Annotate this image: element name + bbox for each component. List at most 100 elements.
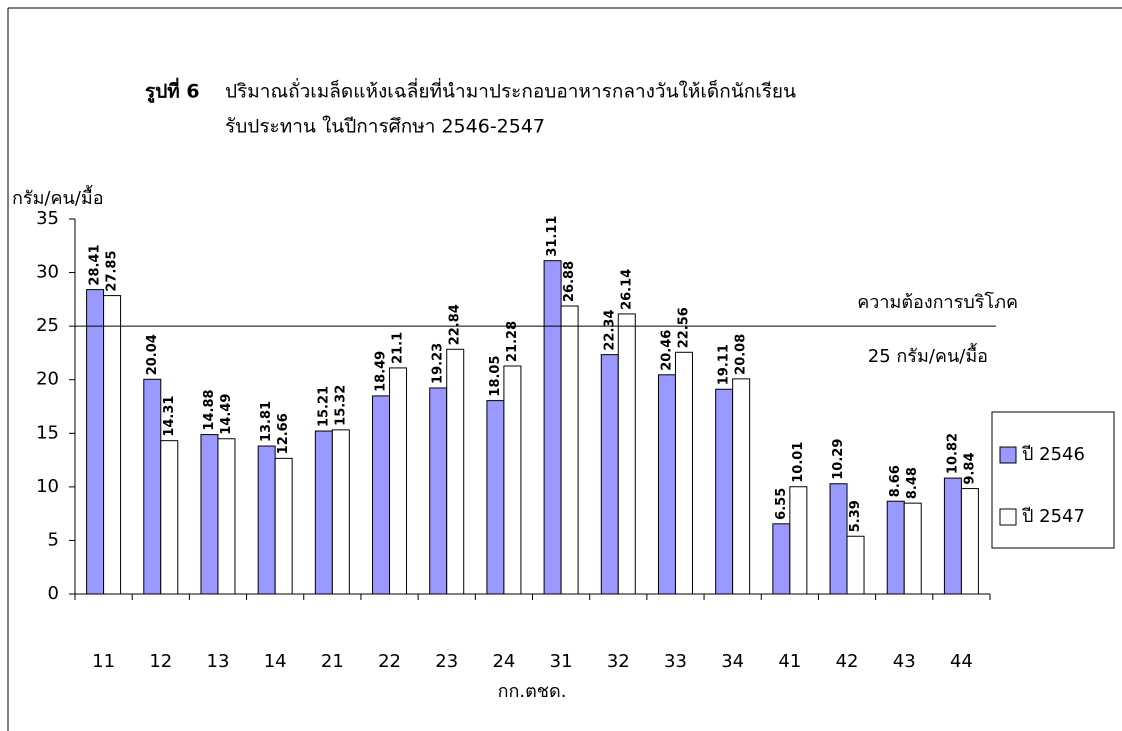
value-label: 14.49 <box>219 394 234 435</box>
legend-label: ปี 2546 <box>1022 444 1085 465</box>
x-tick-label: 44 <box>950 651 973 672</box>
y-tick-label: 15 <box>36 422 59 443</box>
value-label: 19.23 <box>431 343 446 384</box>
legend-swatch <box>999 446 1017 464</box>
bar <box>429 387 448 595</box>
annotation: 25 กรัม/คน/มื้อ <box>868 343 988 367</box>
bar <box>446 348 465 595</box>
bar <box>143 378 162 595</box>
value-label: 12.66 <box>276 413 291 454</box>
x-tick-label: 42 <box>836 651 859 672</box>
x-tick-label: 14 <box>264 651 287 672</box>
y-tick-label: 30 <box>36 262 59 283</box>
value-label: 14.88 <box>202 389 217 430</box>
legend-swatch <box>999 508 1017 526</box>
bar <box>217 438 236 595</box>
value-label: 15.32 <box>333 385 348 426</box>
bar <box>331 429 350 595</box>
bar <box>543 260 562 595</box>
bar <box>715 388 734 595</box>
value-label: 21.1 <box>391 332 406 364</box>
x-tick-label: 33 <box>664 651 687 672</box>
value-label: 28.41 <box>88 244 103 285</box>
bar <box>86 289 105 595</box>
bar <box>617 313 636 595</box>
y-tick-label: 5 <box>48 529 59 550</box>
value-label: 9.84 <box>962 452 977 484</box>
value-label: 8.48 <box>905 467 920 499</box>
x-tick-label: 13 <box>207 651 230 672</box>
bar <box>886 500 905 595</box>
value-label: 26.14 <box>619 269 634 310</box>
x-tick-label: 23 <box>435 651 458 672</box>
value-label: 8.66 <box>888 465 903 497</box>
value-label: 14.31 <box>162 396 177 437</box>
x-tick-label: 12 <box>149 651 172 672</box>
annotation: ความต้องการบริโภค <box>857 291 1018 313</box>
x-axis-label: กก.ตชด. <box>498 681 567 702</box>
chart-title: ปริมาณถั่วเมล็ดแห้งเฉลี่ยที่นำมาประกอบอา… <box>225 78 796 103</box>
value-label: 20.08 <box>734 334 749 375</box>
value-label: 26.88 <box>562 261 577 302</box>
value-label: 6.55 <box>774 488 789 520</box>
x-tick-label: 21 <box>321 651 344 672</box>
y-axis-label: กรัม/คน/มื้อ <box>12 185 104 209</box>
value-label: 10.01 <box>791 442 806 483</box>
bar <box>257 445 276 595</box>
x-tick-label: 22 <box>378 651 401 672</box>
bar <box>600 354 619 595</box>
y-tick-label: 35 <box>36 208 59 229</box>
bar <box>486 400 505 595</box>
bar <box>943 477 962 595</box>
value-label: 15.21 <box>316 386 331 427</box>
bar <box>789 486 808 595</box>
value-label: 22.34 <box>602 310 617 351</box>
value-label: 19.11 <box>717 344 732 385</box>
bar <box>314 430 333 595</box>
bar <box>103 295 122 595</box>
x-tick-label: 24 <box>492 651 515 672</box>
value-label: 20.04 <box>145 334 160 375</box>
value-label: 10.82 <box>945 433 960 474</box>
bar <box>560 305 579 595</box>
value-label: 13.81 <box>259 401 274 442</box>
y-tick-label: 10 <box>36 476 59 497</box>
bar <box>732 378 751 595</box>
bar <box>674 351 693 595</box>
bar <box>200 434 219 595</box>
value-label: 20.46 <box>659 330 674 371</box>
value-label: 18.49 <box>374 351 389 392</box>
legend-label: ปี 2547 <box>1022 506 1085 527</box>
y-tick-label: 0 <box>48 583 59 604</box>
x-tick-label: 31 <box>550 651 573 672</box>
value-label: 22.56 <box>676 307 691 348</box>
bar <box>657 374 676 595</box>
bar <box>160 440 179 595</box>
bar <box>829 483 848 595</box>
y-tick-label: 25 <box>36 315 59 336</box>
bar <box>960 488 979 595</box>
title-label: รูปที่ 6 <box>145 78 200 104</box>
bar <box>903 502 922 595</box>
value-label: 22.84 <box>448 304 463 345</box>
x-tick-label: 41 <box>778 651 801 672</box>
chart-subtitle: รับประทาน ในปีการศึกษา 2546-2547 <box>225 116 545 138</box>
bar <box>846 535 865 595</box>
bar <box>503 365 522 595</box>
x-tick-label: 11 <box>92 651 115 672</box>
value-label: 27.85 <box>105 250 120 291</box>
value-label: 5.39 <box>848 500 863 532</box>
value-label: 18.05 <box>488 355 503 396</box>
bar <box>274 457 293 595</box>
x-tick-label: 32 <box>607 651 630 672</box>
value-label: 21.28 <box>505 321 520 362</box>
value-label: 10.29 <box>831 439 846 480</box>
x-tick-label: 43 <box>893 651 916 672</box>
legend <box>991 411 1115 549</box>
bar <box>372 395 391 595</box>
x-tick-label: 34 <box>721 651 744 672</box>
bar <box>389 367 408 595</box>
y-tick-label: 20 <box>36 369 59 390</box>
bar <box>772 523 791 595</box>
